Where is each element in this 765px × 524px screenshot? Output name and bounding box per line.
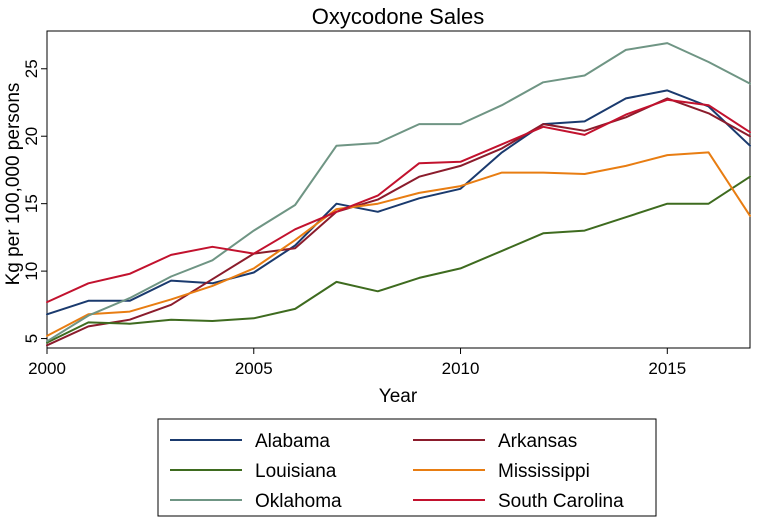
- y-axis-title: Kg per 100,000 persons: [3, 83, 24, 286]
- chart-title: Oxycodone Sales: [312, 4, 484, 29]
- legend-label-oklahoma: Oklahoma: [255, 491, 342, 512]
- y-tick-label-25: 25: [22, 59, 41, 78]
- y-tick-label-5: 5: [22, 334, 41, 343]
- legend-label-arkansas: Arkansas: [498, 431, 577, 452]
- legend-label-louisiana: Louisiana: [255, 461, 337, 482]
- series-line-mississippi: [46, 151, 751, 337]
- legend-label-mississippi: Mississippi: [498, 461, 590, 482]
- plot-area: 5 10 15 20 25 2000 2005 2010 2015: [22, 30, 751, 378]
- series-line-south-carolina: [46, 98, 751, 304]
- legend: Alabama Arkansas Louisiana Mississippi Oklah…: [157, 418, 657, 517]
- legend-label-south-carolina: South Carolina: [498, 491, 624, 512]
- x-tick-label-2000: 2000: [28, 359, 66, 378]
- series-line-louisiana: [46, 175, 751, 344]
- x-tick-label-2005: 2005: [235, 359, 273, 378]
- y-tick-label-10: 10: [22, 262, 41, 281]
- y-tick-label-20: 20: [22, 127, 41, 146]
- plot-frame: [46, 30, 751, 349]
- series-line-alabama: [46, 89, 751, 316]
- legend-label-alabama: Alabama: [255, 431, 330, 452]
- x-tick-label-2015: 2015: [648, 359, 686, 378]
- series-line-arkansas: [46, 97, 751, 347]
- x-tick-label-2010: 2010: [442, 359, 480, 378]
- y-tick-label-15: 15: [22, 194, 41, 213]
- x-axis-title: Year: [379, 386, 418, 407]
- series-line-oklahoma: [46, 42, 751, 343]
